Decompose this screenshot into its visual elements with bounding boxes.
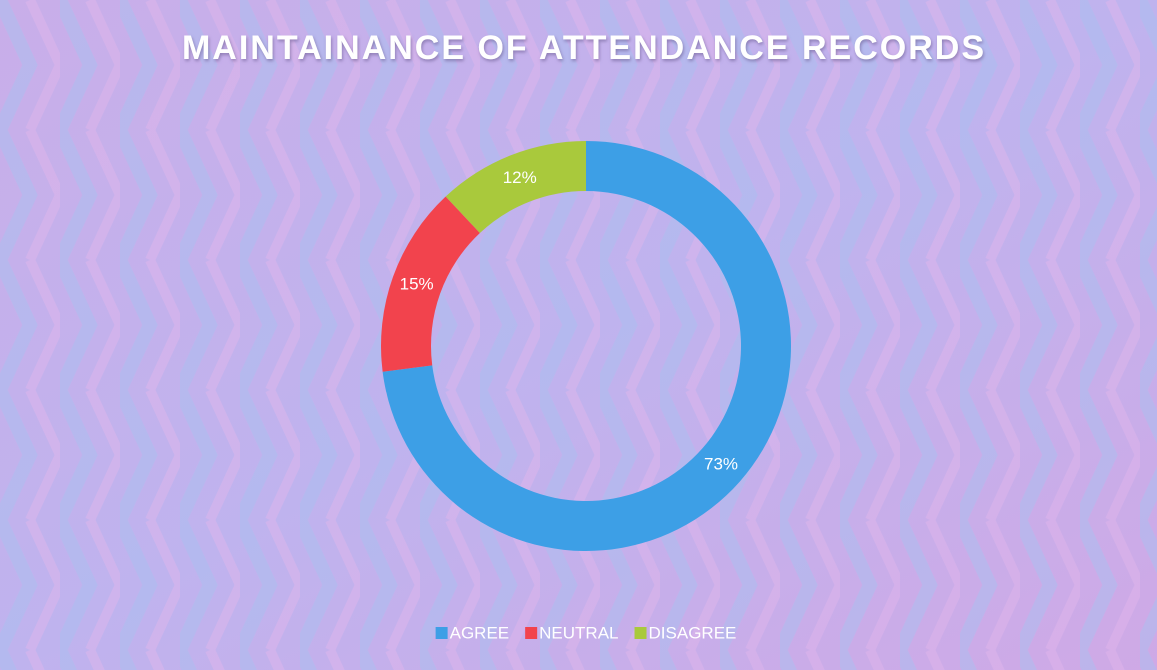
legend-swatch <box>634 627 647 639</box>
legend-label: NEUTRAL <box>539 623 618 642</box>
legend-label: AGREE <box>450 623 510 642</box>
legend-swatch <box>525 627 538 639</box>
data-label: 73% <box>704 455 738 474</box>
legend-label: DISAGREE <box>649 623 737 642</box>
donut-segment <box>381 196 480 372</box>
legend-swatch <box>435 627 448 639</box>
data-label: 12% <box>503 168 537 187</box>
data-label: 15% <box>400 275 434 294</box>
donut-segment <box>445 141 586 234</box>
chart-title: MAINTAINANCE OF ATTENDANCE RECORDS <box>182 29 986 67</box>
